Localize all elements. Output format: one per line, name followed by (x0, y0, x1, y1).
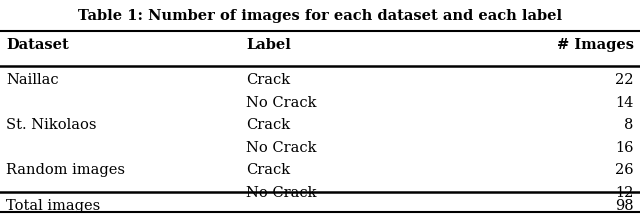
Text: Naillac: Naillac (6, 73, 59, 87)
Text: St. Nikolaos: St. Nikolaos (6, 118, 97, 132)
Text: Crack: Crack (246, 73, 291, 87)
Text: Table 1: Number of images for each dataset and each label: Table 1: Number of images for each datas… (78, 9, 562, 23)
Text: 22: 22 (615, 73, 634, 87)
Text: No Crack: No Crack (246, 96, 317, 110)
Text: Total images: Total images (6, 199, 100, 213)
Text: 26: 26 (615, 163, 634, 177)
Text: # Images: # Images (557, 38, 634, 52)
Text: No Crack: No Crack (246, 141, 317, 155)
Text: 98: 98 (615, 199, 634, 213)
Text: Dataset: Dataset (6, 38, 69, 52)
Text: Crack: Crack (246, 163, 291, 177)
Text: No Crack: No Crack (246, 186, 317, 200)
Text: 14: 14 (615, 96, 634, 110)
Text: 16: 16 (615, 141, 634, 155)
Text: Crack: Crack (246, 118, 291, 132)
Text: 8: 8 (624, 118, 634, 132)
Text: 12: 12 (615, 186, 634, 200)
Text: Random images: Random images (6, 163, 125, 177)
Text: Label: Label (246, 38, 291, 52)
